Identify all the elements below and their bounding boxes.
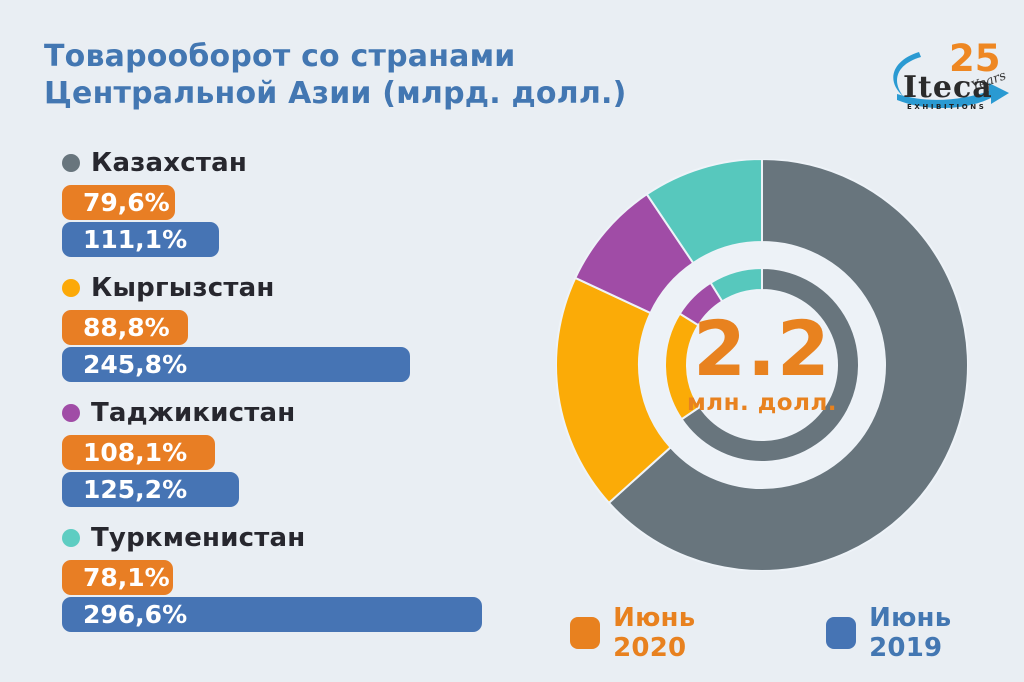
bar-jun2020: 108,1% bbox=[62, 435, 215, 470]
legend-item-jun2019: Июнь 2019 bbox=[826, 603, 1024, 663]
legend-swatch-jun2019 bbox=[826, 617, 857, 649]
country-name: Кыргызстан bbox=[91, 273, 275, 303]
donut-center-value: 2.2 bbox=[693, 303, 831, 393]
donut-center-unit: млн. долл. bbox=[686, 390, 838, 417]
bar-jun2020: 79,6% bbox=[62, 185, 175, 220]
legend: Июнь 2020 Июнь 2019 bbox=[570, 603, 1024, 663]
logo-exhibitions-text: EXHIBITIONS bbox=[907, 103, 987, 111]
country-name: Туркменистан bbox=[91, 523, 306, 553]
bar-jun2019: 111,1% bbox=[62, 222, 220, 257]
country-block-tajikistan: Таджикистан 108,1% 125,2% bbox=[62, 398, 522, 507]
bar-jun2020: 78,1% bbox=[62, 560, 173, 595]
chart-title: Товарооборот со странами Центральной Ази… bbox=[44, 38, 627, 112]
country-block-kazakhstan: Казахстан 79,6% 111,1% bbox=[62, 148, 522, 257]
country-name: Таджикистан bbox=[91, 398, 296, 428]
country-header: Туркменистан bbox=[62, 523, 522, 553]
legend-item-jun2020: Июнь 2020 bbox=[570, 603, 768, 663]
country-color-dot-icon bbox=[62, 404, 80, 422]
country-color-dot-icon bbox=[62, 279, 80, 297]
country-header: Казахстан bbox=[62, 148, 522, 178]
country-block-turkmenistan: Туркменистан 78,1% 296,6% bbox=[62, 523, 522, 632]
bar-jun2019: 245,8% bbox=[62, 347, 410, 382]
donut-rings bbox=[556, 159, 968, 571]
donut-center: 2.2 млн. долл. bbox=[556, 159, 968, 571]
chart-title-line1: Товарооборот со странами bbox=[44, 39, 516, 74]
legend-label-jun2019: Июнь 2019 bbox=[869, 603, 952, 663]
country-name: Казахстан bbox=[91, 148, 248, 178]
country-header: Кыргызстан bbox=[62, 273, 522, 303]
chart-title-line2: Центральной Азии (млрд. долл.) bbox=[44, 76, 627, 111]
logo-brand-text: Iteca bbox=[903, 70, 993, 105]
bar-jun2019: 125,2% bbox=[62, 472, 240, 507]
logo-anniversary-number: 25 bbox=[949, 37, 1001, 80]
donut-chart: 2.2 млн. долл. bbox=[556, 159, 968, 571]
legend-label-jun2020: Июнь 2020 bbox=[613, 603, 696, 663]
legend-swatch-jun2020 bbox=[570, 617, 601, 649]
bar-jun2020: 88,8% bbox=[62, 310, 188, 345]
country-bar-list: Казахстан 79,6% 111,1% Кыргызстан 88,8% … bbox=[62, 148, 522, 649]
country-header: Таджикистан bbox=[62, 398, 522, 428]
country-block-kyrgyzstan: Кыргызстан 88,8% 245,8% bbox=[62, 273, 522, 382]
iteca-logo: 25 Years Iteca EXHIBITIONS bbox=[885, 34, 1013, 120]
country-color-dot-icon bbox=[62, 529, 80, 547]
logo-swoosh-icon bbox=[893, 52, 1009, 109]
country-color-dot-icon bbox=[62, 154, 80, 172]
bar-jun2019: 296,6% bbox=[62, 597, 482, 632]
